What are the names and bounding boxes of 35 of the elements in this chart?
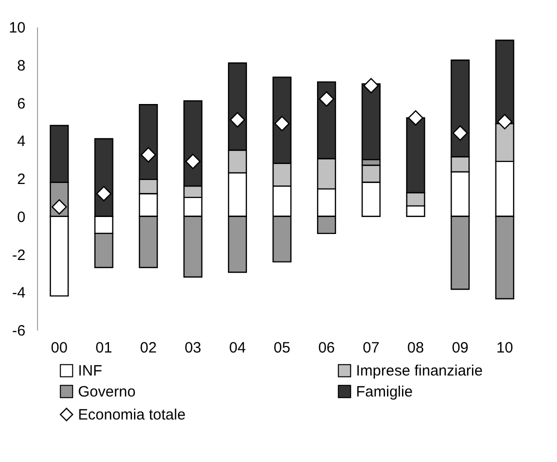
point [274, 116, 290, 132]
point [497, 114, 512, 130]
point [452, 125, 468, 141]
x-tick-label: 04 [229, 340, 246, 356]
x-tick-label: 02 [140, 340, 157, 356]
y-tick-label: 8 [17, 57, 26, 74]
legend-label: INF [78, 362, 102, 380]
y-tick-label: 0 [17, 208, 26, 226]
x-tick-label: 09 [452, 340, 469, 356]
y-tick-label: 2 [17, 171, 26, 188]
x-tick-label: 01 [95, 340, 112, 356]
y-tick-label: 6 [17, 95, 26, 112]
x-tick-label: 08 [407, 340, 424, 356]
point [140, 147, 156, 162]
x-tick-label: 03 [184, 340, 202, 356]
legend-label: Governo [78, 384, 136, 400]
y-tick-label: 10 [8, 20, 26, 36]
point [408, 110, 424, 126]
y-tick-label: 4 [17, 133, 26, 150]
point [230, 112, 246, 128]
legend-label: Famiglie [356, 384, 413, 400]
x-tick-label: 06 [318, 340, 335, 356]
x-tick-label: 10 [496, 340, 514, 356]
x-tick-label: 00 [50, 340, 68, 356]
point [96, 186, 112, 202]
point [318, 91, 334, 107]
y-tick-label: -4 [12, 284, 26, 302]
legend-label: Imprese finanziarie [356, 362, 483, 380]
x-tick-label: 07 [362, 340, 380, 356]
x-tick-label: 05 [274, 340, 290, 356]
point [185, 154, 201, 170]
y-tick-label: -6 [12, 322, 26, 340]
point [363, 78, 379, 94]
legend-label: Economia totale [78, 406, 186, 424]
y-tick-label: -2 [12, 246, 26, 264]
